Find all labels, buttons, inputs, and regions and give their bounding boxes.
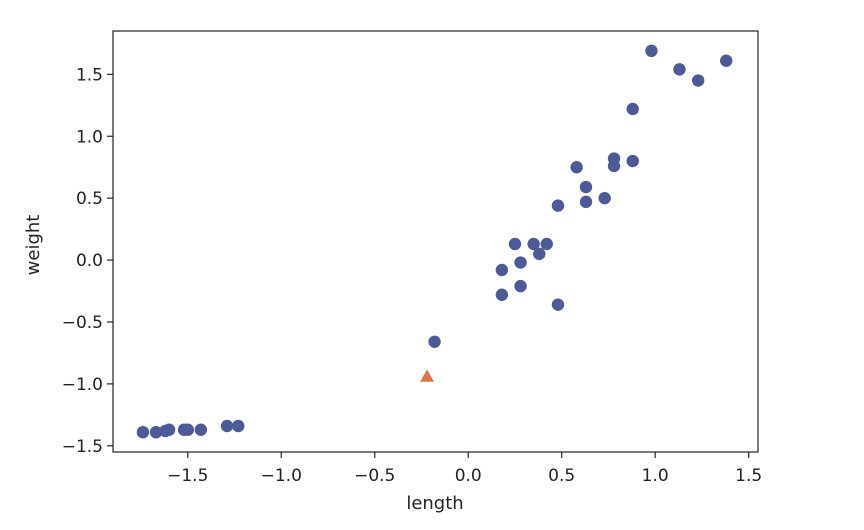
x-tick-label: −1.5 [167, 466, 208, 486]
data-point [540, 237, 553, 251]
data-point [691, 74, 705, 87]
data-point [428, 335, 441, 348]
data-point [232, 419, 245, 433]
x-axis-ticks: −1.5 −1.0 −0.5 0.0 0.5 1.0 1.5 [167, 452, 762, 486]
data-point [598, 191, 611, 205]
data-point [673, 63, 686, 76]
data-point [508, 237, 522, 251]
y-tick-label: 0.0 [76, 251, 103, 271]
data-point [570, 161, 583, 174]
data-point [551, 298, 565, 311]
y-tick-label: −0.5 [62, 313, 103, 333]
data-point [194, 423, 208, 436]
data-point [551, 199, 565, 212]
data-point [181, 423, 194, 436]
data-point [645, 44, 658, 58]
data-point [527, 237, 540, 251]
x-tick-label: −1.0 [261, 466, 302, 486]
data-point [220, 419, 234, 433]
data-point [162, 423, 176, 436]
data-point [720, 54, 733, 67]
x-axis-label: length [406, 493, 463, 514]
data-point [579, 195, 593, 209]
x-tick-label: 1.5 [735, 466, 762, 486]
data-point [579, 180, 593, 194]
y-axis-label: weight [23, 215, 44, 276]
data-point-triangle [420, 369, 435, 382]
y-tick-label: 0.5 [76, 189, 103, 209]
data-point [149, 425, 163, 439]
y-tick-label: −1.5 [62, 437, 103, 457]
data-point [514, 279, 527, 293]
data-point [136, 425, 150, 439]
data-point [495, 288, 509, 301]
x-tick-label: 1.0 [642, 466, 669, 486]
data-points [136, 44, 733, 439]
data-point [626, 154, 639, 168]
y-axis-ticks: −1.5 −1.0 −0.5 0.0 0.5 1.0 1.5 [62, 65, 113, 457]
x-tick-label: −0.5 [354, 466, 395, 486]
x-tick-label: 0.5 [548, 466, 575, 486]
data-point [626, 102, 639, 116]
data-point [607, 159, 621, 173]
data-point [514, 256, 527, 269]
y-tick-label: −1.0 [62, 375, 103, 395]
x-tick-label: 0.0 [455, 466, 482, 486]
y-tick-label: 1.5 [76, 65, 103, 85]
data-point [495, 263, 509, 277]
data-point [533, 247, 546, 261]
plot-area [112, 30, 759, 453]
y-tick-label: 1.0 [76, 127, 103, 147]
